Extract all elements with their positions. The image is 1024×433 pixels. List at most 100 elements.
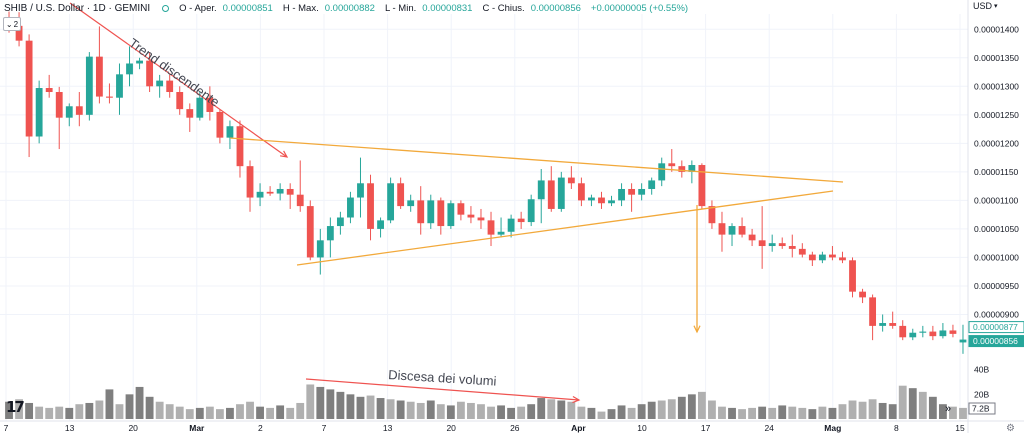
candle[interactable] <box>316 228 324 275</box>
candle[interactable] <box>808 251 816 266</box>
candle[interactable] <box>196 92 204 121</box>
candle[interactable] <box>909 328 917 341</box>
candle[interactable] <box>367 174 374 241</box>
candle[interactable] <box>608 195 615 207</box>
candle[interactable] <box>798 243 806 258</box>
candle[interactable] <box>447 200 455 229</box>
candle[interactable] <box>186 103 194 132</box>
candle[interactable] <box>326 217 334 258</box>
candle[interactable] <box>698 163 706 209</box>
candle[interactable] <box>206 86 214 121</box>
candle[interactable] <box>266 186 274 196</box>
candle[interactable] <box>949 324 957 338</box>
candle[interactable] <box>276 183 284 201</box>
candle[interactable] <box>166 74 174 98</box>
candle[interactable] <box>146 52 154 93</box>
candle[interactable] <box>879 314 887 332</box>
candle[interactable] <box>286 183 294 209</box>
candle[interactable] <box>357 157 364 218</box>
scroll-to-realtime-button[interactable]: » <box>940 401 956 417</box>
candle[interactable] <box>839 251 846 264</box>
candle[interactable] <box>738 217 746 238</box>
candle[interactable] <box>25 34 33 158</box>
candle[interactable] <box>55 86 63 150</box>
symbol-title[interactable]: SHIB / U.S. Dollar · 1D · GEMINI <box>4 2 151 14</box>
candle[interactable] <box>407 194 415 212</box>
candle[interactable] <box>116 63 123 115</box>
candle[interactable] <box>65 103 73 127</box>
candle[interactable] <box>487 211 495 247</box>
candle[interactable] <box>547 166 555 212</box>
candle[interactable] <box>899 320 907 341</box>
candle[interactable] <box>668 149 676 172</box>
candle[interactable] <box>778 237 786 249</box>
upper-trendline[interactable] <box>229 137 844 183</box>
collapse-indicators-button[interactable]: ⌄ 2 <box>3 17 21 31</box>
candle[interactable] <box>95 26 103 104</box>
tradingview-logo-icon[interactable]: 17 <box>6 398 25 416</box>
candle[interactable] <box>517 211 525 229</box>
candle[interactable] <box>678 160 686 178</box>
candle[interactable] <box>929 325 937 341</box>
trend-arrow-line[interactable] <box>69 2 288 158</box>
candle[interactable] <box>75 92 83 127</box>
candle[interactable] <box>156 74 164 98</box>
lower-trendline[interactable] <box>296 190 834 266</box>
candle[interactable] <box>126 46 133 87</box>
candle[interactable] <box>397 177 405 209</box>
candle[interactable] <box>527 194 535 227</box>
candle[interactable] <box>588 194 595 207</box>
candle[interactable] <box>35 80 43 144</box>
candle[interactable] <box>688 160 696 184</box>
candle[interactable] <box>648 177 656 195</box>
candle[interactable] <box>618 183 625 207</box>
candle[interactable] <box>256 183 264 207</box>
candle[interactable] <box>849 257 856 298</box>
candle[interactable] <box>497 217 505 238</box>
candle[interactable] <box>859 288 866 304</box>
candle[interactable] <box>457 200 465 221</box>
volume-arrow-line[interactable] <box>305 378 580 401</box>
candle[interactable] <box>377 217 384 238</box>
candle[interactable] <box>939 323 947 339</box>
candle[interactable] <box>45 74 53 98</box>
candle[interactable] <box>246 160 254 212</box>
candle[interactable] <box>638 183 646 201</box>
candle[interactable] <box>658 157 666 187</box>
currency-selector[interactable]: USD ▾ <box>973 1 998 11</box>
candle[interactable] <box>507 214 515 238</box>
candle[interactable] <box>708 200 716 229</box>
candle[interactable] <box>216 109 224 144</box>
candle[interactable] <box>768 234 776 252</box>
candle[interactable] <box>176 86 184 115</box>
candle[interactable] <box>236 120 244 178</box>
candle[interactable] <box>598 191 605 209</box>
candle[interactable] <box>748 228 756 247</box>
candle[interactable] <box>889 311 897 329</box>
candle[interactable] <box>296 160 304 212</box>
candle[interactable] <box>628 183 636 212</box>
candle[interactable] <box>477 208 485 229</box>
candle[interactable] <box>577 177 585 207</box>
candle[interactable] <box>467 206 475 224</box>
candle[interactable] <box>85 52 93 121</box>
candle[interactable] <box>919 325 927 338</box>
settings-icon[interactable]: ⚙ <box>1006 423 1015 433</box>
candle[interactable] <box>557 171 565 212</box>
candle[interactable] <box>427 194 435 229</box>
candle[interactable] <box>306 200 314 261</box>
candle[interactable] <box>758 206 766 269</box>
candle[interactable] <box>437 197 445 235</box>
candle[interactable] <box>829 246 836 261</box>
candle[interactable] <box>537 169 545 224</box>
candle[interactable] <box>959 324 967 354</box>
candle[interactable] <box>387 177 395 224</box>
candle[interactable] <box>567 166 575 189</box>
candle[interactable] <box>728 223 736 247</box>
candle[interactable] <box>869 294 877 341</box>
candle[interactable] <box>347 191 354 224</box>
candle[interactable] <box>136 57 143 70</box>
candle[interactable] <box>106 83 113 104</box>
candle[interactable] <box>226 120 234 150</box>
